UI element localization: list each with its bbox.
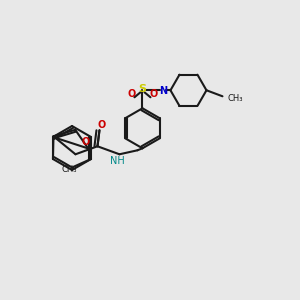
- Text: N: N: [159, 86, 167, 96]
- Text: NH: NH: [110, 156, 125, 166]
- Text: CH₃: CH₃: [61, 166, 77, 175]
- Text: O: O: [149, 89, 158, 99]
- Text: O: O: [97, 120, 106, 130]
- Text: CH₃: CH₃: [227, 94, 243, 103]
- Text: O: O: [81, 137, 89, 147]
- Text: O: O: [127, 89, 136, 99]
- Text: S: S: [139, 84, 146, 94]
